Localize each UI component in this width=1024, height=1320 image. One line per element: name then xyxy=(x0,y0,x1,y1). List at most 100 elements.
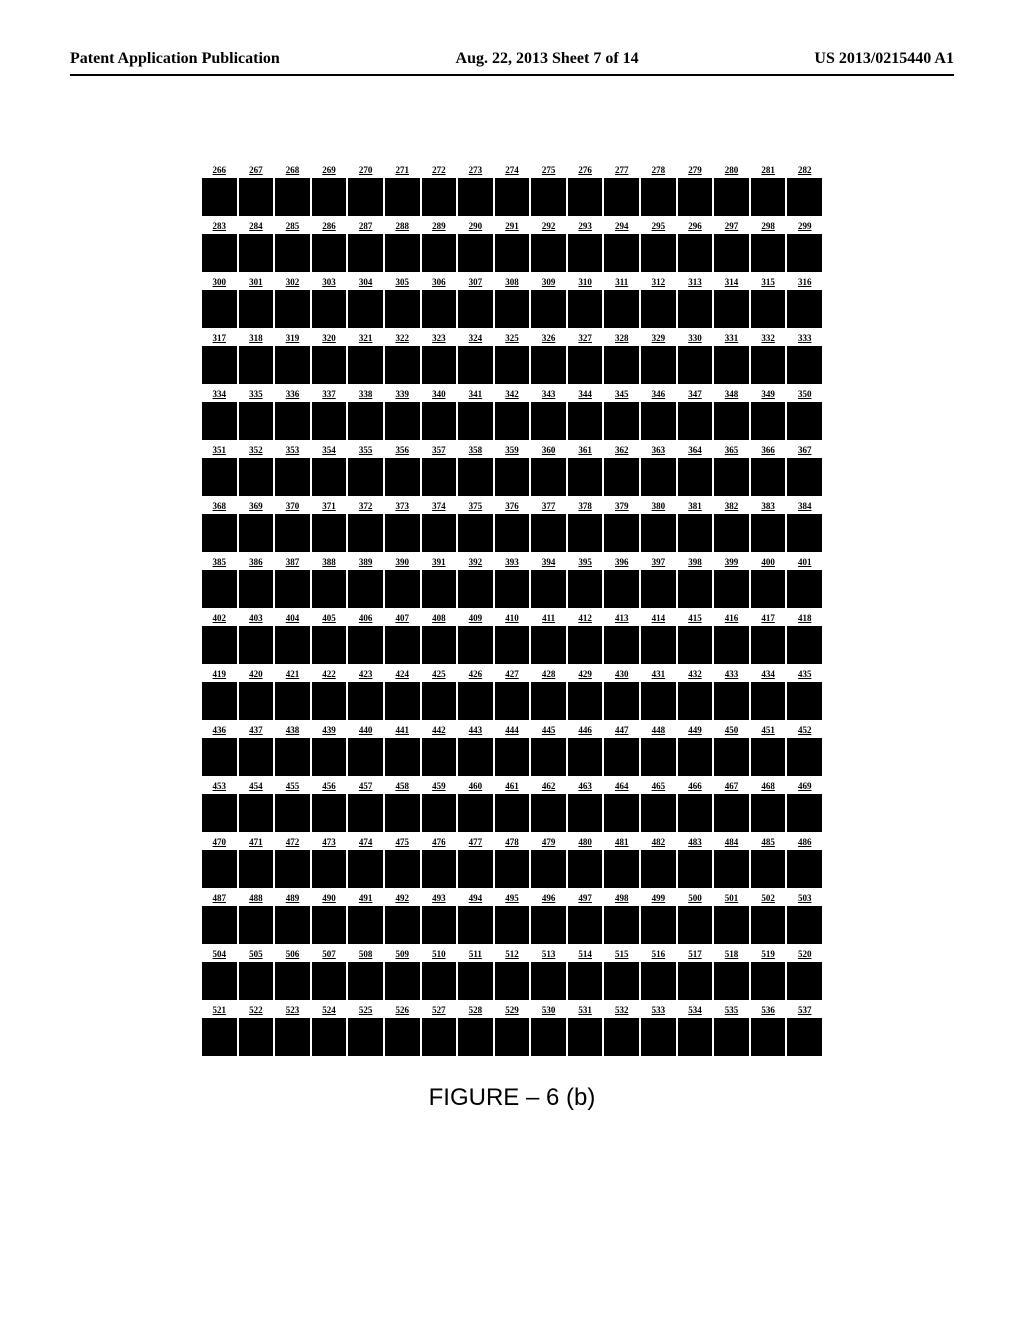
swatch-cell: 328 xyxy=(604,334,639,384)
swatch-number: 314 xyxy=(725,278,739,290)
swatch xyxy=(641,290,676,328)
swatch-cell: 307 xyxy=(458,278,493,328)
swatch-cell: 374 xyxy=(422,502,457,552)
swatch-cell: 327 xyxy=(568,334,603,384)
swatch xyxy=(348,794,383,832)
swatch-cell: 380 xyxy=(641,502,676,552)
swatch xyxy=(751,1018,786,1056)
swatch-number: 368 xyxy=(213,502,227,514)
swatch xyxy=(348,682,383,720)
swatch xyxy=(751,906,786,944)
swatch-cell: 531 xyxy=(568,1006,603,1056)
swatch xyxy=(348,402,383,440)
swatch-number: 437 xyxy=(249,726,263,738)
swatch-cell: 324 xyxy=(458,334,493,384)
swatch xyxy=(604,234,639,272)
swatch-cell: 387 xyxy=(275,558,310,608)
swatch xyxy=(385,682,420,720)
swatch-number: 521 xyxy=(213,1006,227,1018)
swatch xyxy=(458,178,493,216)
swatch-cell: 306 xyxy=(422,278,457,328)
swatch xyxy=(787,906,822,944)
swatch-cell: 359 xyxy=(495,446,530,496)
swatch-number: 505 xyxy=(249,950,263,962)
swatch-cell: 274 xyxy=(495,166,530,216)
swatch xyxy=(751,962,786,1000)
swatch xyxy=(275,570,310,608)
swatch-cell: 424 xyxy=(385,670,420,720)
swatch-number: 489 xyxy=(286,894,300,906)
swatch-number: 428 xyxy=(542,670,556,682)
swatch xyxy=(495,570,530,608)
swatch xyxy=(275,346,310,384)
swatch-number: 509 xyxy=(395,950,409,962)
swatch-number: 445 xyxy=(542,726,556,738)
swatch-cell: 420 xyxy=(239,670,274,720)
swatch xyxy=(714,850,749,888)
swatch xyxy=(239,570,274,608)
swatch xyxy=(641,458,676,496)
swatch-cell: 335 xyxy=(239,390,274,440)
swatch-number: 532 xyxy=(615,1006,629,1018)
swatch-cell: 382 xyxy=(714,502,749,552)
swatch xyxy=(714,402,749,440)
header-left: Patent Application Publication xyxy=(70,50,280,68)
swatch xyxy=(641,738,676,776)
swatch xyxy=(202,402,237,440)
swatch xyxy=(202,178,237,216)
swatch-cell: 397 xyxy=(641,558,676,608)
swatch-cell: 283 xyxy=(202,222,237,272)
swatch-cell: 502 xyxy=(751,894,786,944)
swatch-cell: 449 xyxy=(678,726,713,776)
swatch xyxy=(495,514,530,552)
swatch-number: 507 xyxy=(322,950,336,962)
swatch xyxy=(531,514,566,552)
swatch-cell: 394 xyxy=(531,558,566,608)
swatch-number: 519 xyxy=(761,950,775,962)
swatch xyxy=(495,682,530,720)
swatch-number: 279 xyxy=(688,166,702,178)
swatch-number: 514 xyxy=(578,950,592,962)
swatch-cell: 432 xyxy=(678,670,713,720)
swatch-cell: 367 xyxy=(787,446,822,496)
swatch-cell: 285 xyxy=(275,222,310,272)
swatch-number: 282 xyxy=(798,166,812,178)
swatch-cell: 294 xyxy=(604,222,639,272)
swatch-number: 341 xyxy=(469,390,483,402)
swatch xyxy=(604,682,639,720)
swatch-number: 303 xyxy=(322,278,336,290)
swatch xyxy=(678,178,713,216)
swatch-cell: 433 xyxy=(714,670,749,720)
swatch-cell: 401 xyxy=(787,558,822,608)
swatch xyxy=(678,570,713,608)
swatch-cell: 399 xyxy=(714,558,749,608)
swatch-cell: 398 xyxy=(678,558,713,608)
swatch-number: 396 xyxy=(615,558,629,570)
swatch-number: 380 xyxy=(652,502,666,514)
swatch xyxy=(312,458,347,496)
swatch-cell: 441 xyxy=(385,726,420,776)
swatch-number: 476 xyxy=(432,838,446,850)
swatch xyxy=(202,1018,237,1056)
swatch xyxy=(495,626,530,664)
swatch-cell: 266 xyxy=(202,166,237,216)
swatch-cell: 314 xyxy=(714,278,749,328)
swatch xyxy=(751,178,786,216)
swatch-cell: 486 xyxy=(787,838,822,888)
swatch-cell: 454 xyxy=(239,782,274,832)
swatch xyxy=(678,346,713,384)
swatch xyxy=(568,794,603,832)
swatch-cell: 396 xyxy=(604,558,639,608)
swatch-cell: 377 xyxy=(531,502,566,552)
swatch-number: 300 xyxy=(213,278,227,290)
swatch-number: 525 xyxy=(359,1006,373,1018)
swatch-number: 436 xyxy=(213,726,227,738)
swatch-cell: 457 xyxy=(348,782,383,832)
swatch-cell: 481 xyxy=(604,838,639,888)
swatch-cell: 391 xyxy=(422,558,457,608)
swatch-cell: 373 xyxy=(385,502,420,552)
swatch-cell: 463 xyxy=(568,782,603,832)
swatch-number: 372 xyxy=(359,502,373,514)
swatch xyxy=(678,402,713,440)
swatch-number: 497 xyxy=(578,894,592,906)
